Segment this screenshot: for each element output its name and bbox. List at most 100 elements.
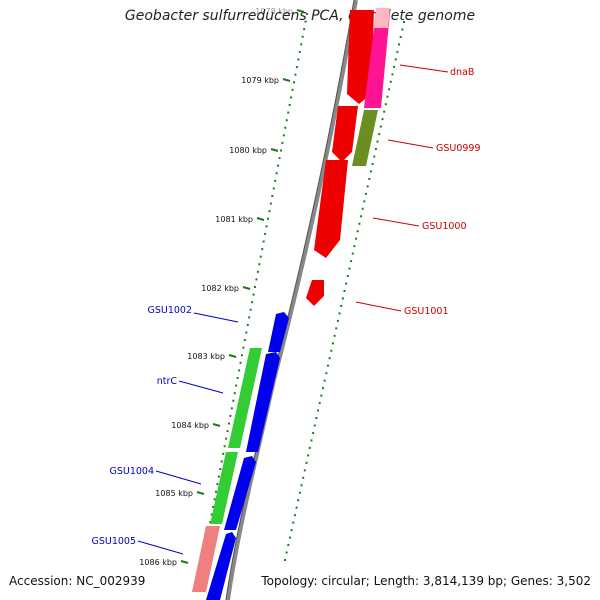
gene-label-gsu1004[interactable]: GSU1004 bbox=[109, 466, 154, 477]
left-track-dot bbox=[267, 217, 269, 220]
left-track-dot bbox=[210, 513, 213, 516]
right-track-dot bbox=[330, 349, 333, 352]
gene-label-gsu1005[interactable]: GSU1005 bbox=[91, 536, 136, 547]
left-track-dot bbox=[216, 483, 219, 486]
left-track-dot bbox=[258, 263, 261, 266]
reverse-strand-features bbox=[306, 8, 390, 306]
right-track-dot bbox=[320, 394, 323, 397]
cds-feature-GSU1000[interactable] bbox=[314, 160, 348, 258]
left-track-dot bbox=[281, 141, 284, 144]
left-track-dot bbox=[287, 111, 290, 114]
left-track-dot bbox=[303, 28, 306, 31]
gene-label-ntrc[interactable]: ntrC bbox=[157, 376, 178, 387]
right-track-dot bbox=[331, 342, 334, 345]
left-track-dot bbox=[295, 66, 298, 69]
right-track-dot bbox=[355, 237, 358, 240]
right-track-dot bbox=[360, 215, 363, 218]
salmon-feature-GSU1005[interactable] bbox=[192, 526, 220, 592]
right-track-dot bbox=[388, 88, 391, 91]
left-track-dot bbox=[306, 13, 308, 15]
right-track-dot bbox=[333, 334, 336, 337]
right-track-dot bbox=[290, 529, 293, 532]
right-track-dot bbox=[366, 185, 369, 188]
right-track-dot bbox=[374, 148, 377, 151]
right-track-dot bbox=[325, 372, 328, 375]
scale-label: 1083 kbp bbox=[187, 352, 225, 361]
scale-labels: 1078 kbp 1079 kbp 1080 kbp 1081 kbp 1082 kbp… bbox=[139, 7, 305, 567]
right-track-dot bbox=[383, 110, 386, 113]
cds-feature-GSU0999[interactable] bbox=[332, 106, 358, 162]
scale-tick-mark bbox=[270, 148, 279, 152]
left-track-dot bbox=[291, 88, 294, 91]
right-track-dot bbox=[288, 536, 291, 539]
gene-label-gsu1001[interactable]: GSU1001 bbox=[404, 306, 449, 317]
gene-labels: dnaB GSU0999 GSU1000 GSU1001 GSU1002 ntrC GSU1… bbox=[91, 64, 481, 555]
right-track-dot bbox=[343, 290, 346, 292]
cds-feature-GSU1004[interactable] bbox=[224, 456, 256, 530]
right-track-dot bbox=[368, 177, 371, 180]
scale-label: 1085 kbp bbox=[155, 489, 193, 498]
right-track-dot bbox=[318, 402, 321, 405]
green-feature-ntrC[interactable] bbox=[228, 348, 262, 448]
cds-feature-GSU1001[interactable] bbox=[306, 280, 324, 306]
cds-feature-ntrC[interactable] bbox=[246, 352, 280, 452]
scale-tick-mark bbox=[282, 78, 291, 82]
genome-backbone bbox=[226, 0, 358, 600]
right-track-dot bbox=[393, 65, 396, 68]
green-feature-GSU1004[interactable] bbox=[210, 452, 238, 524]
left-track-dot bbox=[235, 384, 238, 387]
pink-feature-dnaB-light[interactable] bbox=[374, 8, 390, 28]
left-track-dot bbox=[223, 445, 226, 448]
left-track-dot bbox=[229, 414, 232, 417]
left-track-dot bbox=[304, 20, 307, 23]
gene-label-gsu1000[interactable]: GSU1000 bbox=[422, 221, 467, 232]
left-tick-track bbox=[202, 13, 308, 561]
gene-leader-line bbox=[155, 470, 202, 485]
scale-tick-mark bbox=[212, 423, 221, 427]
right-track-dot bbox=[353, 245, 356, 248]
left-track-dot bbox=[233, 392, 236, 395]
right-track-dot bbox=[326, 364, 329, 367]
right-track-dot bbox=[391, 73, 394, 76]
left-track-dot bbox=[252, 293, 255, 296]
right-track-dot bbox=[338, 312, 341, 315]
left-track-dot bbox=[274, 179, 277, 182]
cds-feature-GSU1002[interactable] bbox=[268, 312, 289, 352]
left-track-dot bbox=[284, 126, 287, 129]
genome-summary: Topology: circular; Length: 3,814,139 bp… bbox=[261, 574, 591, 588]
pink-feature-dnaB[interactable] bbox=[364, 12, 390, 108]
right-track-dot bbox=[310, 439, 313, 442]
right-track-dot bbox=[284, 559, 286, 561]
left-track-dot bbox=[254, 286, 256, 288]
right-track-dot bbox=[401, 28, 404, 31]
scale-label: 1086 kbp bbox=[139, 558, 177, 567]
left-track-dot bbox=[275, 172, 278, 175]
right-track-dot bbox=[317, 409, 320, 412]
cds-feature-dnaB[interactable] bbox=[347, 10, 374, 104]
gene-leader-line bbox=[137, 540, 184, 555]
left-track-dot bbox=[249, 308, 252, 311]
right-track-dot bbox=[345, 282, 348, 285]
right-track-dot bbox=[378, 133, 381, 136]
left-track-dot bbox=[212, 505, 215, 508]
left-track-dot bbox=[217, 475, 220, 478]
scale-label: 1082 kbp bbox=[201, 284, 239, 293]
gene-label-gsu1002[interactable]: GSU1002 bbox=[147, 305, 192, 316]
right-track-dot bbox=[298, 491, 301, 494]
olive-feature-GSU0999[interactable] bbox=[352, 110, 378, 166]
left-track-dot bbox=[238, 369, 241, 372]
cds-feature-GSU1005[interactable] bbox=[206, 532, 236, 600]
right-track-dot bbox=[389, 80, 392, 83]
gene-label-dnab[interactable]: dnaB bbox=[450, 67, 474, 78]
left-track-dot bbox=[226, 430, 229, 433]
left-track-dot bbox=[239, 361, 242, 364]
right-track-dot bbox=[376, 140, 379, 143]
scale-tick-mark bbox=[296, 9, 305, 13]
right-track-dot bbox=[307, 454, 310, 457]
right-track-dot bbox=[313, 424, 316, 427]
gene-label-gsu0999[interactable]: GSU0999 bbox=[436, 143, 481, 154]
left-track-dot bbox=[278, 157, 281, 160]
left-track-dot bbox=[272, 187, 275, 190]
left-track-dot bbox=[213, 498, 216, 501]
